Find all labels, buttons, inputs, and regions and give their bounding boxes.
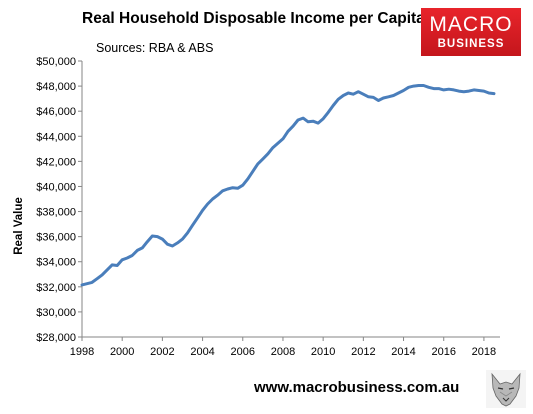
y-tick-label: $48,000 — [36, 81, 76, 93]
x-tick-label: 2000 — [110, 346, 134, 358]
chart-subtitle: Sources: RBA & ABS — [96, 41, 214, 55]
x-tick-label: 2014 — [391, 346, 415, 358]
logo-line-1: MACRO — [429, 13, 513, 36]
y-tick-label: $50,000 — [36, 56, 76, 68]
y-tick-label: $46,000 — [36, 106, 76, 118]
series-line — [80, 84, 496, 287]
series-group — [80, 84, 496, 287]
y-tick-label: $44,000 — [36, 131, 76, 143]
x-tick-label: 2004 — [190, 346, 214, 358]
y-tick-label: $42,000 — [36, 156, 76, 168]
x-tick-label: 2010 — [311, 346, 335, 358]
footer-url: www.macrobusiness.com.au — [254, 379, 460, 396]
wolf-icon — [486, 370, 526, 408]
y-axis-ticks: $28,000 $30,000 $32,000 $34,000 $36,000 $38,0… — [36, 56, 82, 344]
logo-line-2: BUSINESS — [437, 38, 505, 50]
x-tick-label: 2002 — [150, 346, 174, 358]
y-tick-label: $34,000 — [36, 257, 76, 269]
x-tick-label: 2012 — [351, 346, 375, 358]
y-tick-label: $28,000 — [36, 332, 76, 344]
y-tick-label: $36,000 — [36, 232, 76, 244]
x-tick-label: 1998 — [70, 346, 94, 358]
x-tick-label: 2006 — [231, 346, 255, 358]
y-tick-label: $30,000 — [36, 307, 76, 319]
x-tick-label: 2008 — [271, 346, 295, 358]
x-tick-label: 2018 — [472, 346, 496, 358]
y-tick-label: $40,000 — [36, 181, 76, 193]
y-tick-label: $32,000 — [36, 282, 76, 294]
chart-axes — [81, 61, 500, 338]
x-tick-label: 2016 — [431, 346, 455, 358]
macrobusiness-logo: MACRO BUSINESS — [421, 8, 521, 56]
y-tick-label: $38,000 — [36, 207, 76, 219]
chart-title: Real Household Disposable Income per Cap… — [82, 10, 425, 27]
x-axis-ticks: 1998 2000 2002 2004 2006 2008 2010 2012 2014 2016… — [70, 337, 496, 358]
